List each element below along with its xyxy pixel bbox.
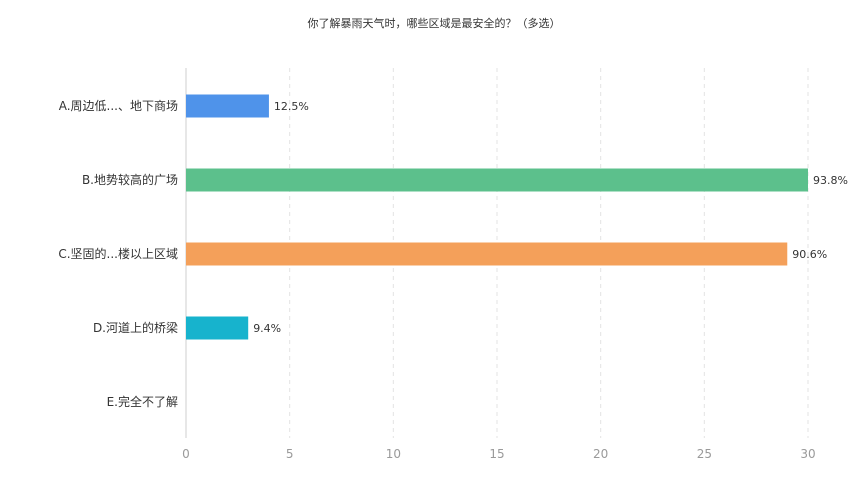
- x-tick-label: 15: [489, 447, 504, 461]
- x-tick-label: 30: [800, 447, 815, 461]
- x-tick-label: 10: [386, 447, 401, 461]
- category-label: D.河道上的桥梁: [93, 320, 178, 335]
- bar: [186, 168, 808, 192]
- x-tick-label: 20: [593, 447, 608, 461]
- data-label: 93.8%: [813, 174, 848, 187]
- x-tick-label: 0: [182, 447, 190, 461]
- bar: [186, 316, 249, 340]
- category-label: E.完全不了解: [107, 394, 178, 409]
- data-label: 90.6%: [792, 248, 827, 261]
- x-tick-label: 25: [697, 447, 712, 461]
- bar: [186, 94, 269, 118]
- x-tick-label: 5: [286, 447, 294, 461]
- bars: 12.5% 93.8% 90.6% 9.4%: [186, 94, 848, 340]
- x-axis-ticks: 0 5 10 15 20 25 30: [182, 447, 815, 461]
- bar: [186, 242, 788, 266]
- data-label: 12.5%: [274, 100, 309, 113]
- data-label: 9.4%: [253, 322, 281, 335]
- chart-title: 你了解暴雨天气时，哪些区域是最安全的？（多选）: [308, 16, 561, 30]
- category-labels: A.周边低...、地下商场 B.地势较高的广场 C.坚固的...楼以上区域 D.河道上…: [58, 98, 178, 409]
- category-label: C.坚固的...楼以上区域: [58, 246, 178, 261]
- category-label: A.周边低...、地下商场: [59, 98, 178, 113]
- category-label: B.地势较高的广场: [82, 172, 178, 187]
